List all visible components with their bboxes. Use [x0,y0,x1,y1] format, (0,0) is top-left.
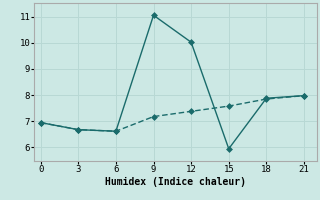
X-axis label: Humidex (Indice chaleur): Humidex (Indice chaleur) [105,176,246,187]
